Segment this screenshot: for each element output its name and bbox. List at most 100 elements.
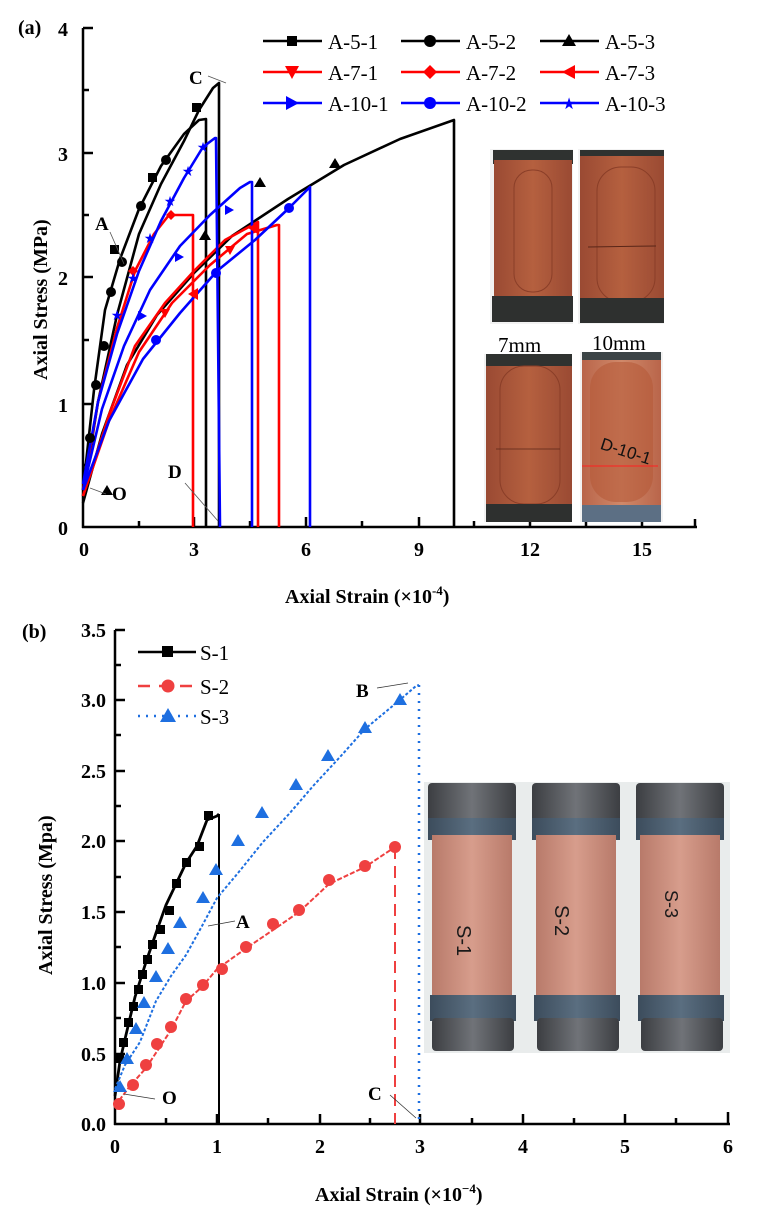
panel-b-ylabel: Axial Stress (Mpa) (35, 815, 57, 975)
panel-a-ylabel: Axial Stress (MPa) (30, 219, 52, 380)
svg-text:A-10-3: A-10-3 (605, 92, 666, 116)
svg-text:12: 12 (520, 539, 540, 561)
svg-text:★: ★ (182, 165, 195, 180)
svg-text:2: 2 (58, 268, 68, 290)
panel-b-photo: S-1 S-2 S-3 (424, 782, 730, 1053)
svg-text:0: 0 (79, 539, 89, 561)
svg-text:0.0: 0.0 (81, 1114, 106, 1136)
annot-a-D: D (168, 462, 182, 483)
legend-item-a-10-3: ★ A-10-3 (540, 92, 666, 116)
svg-text:6: 6 (301, 539, 311, 561)
panel-a-annotations: A C O D (89, 68, 227, 522)
panel-b-xlabel: Axial Strain (×10−4) (315, 1181, 483, 1206)
panel-b-legend: S-1 S-2 S-3 (138, 641, 229, 729)
specimen-mark-s-3: S-3 (661, 890, 681, 918)
svg-text:15: 15 (632, 539, 652, 561)
legend-item-a-7-3: A-7-3 (540, 61, 655, 85)
panel-a-photos: 3mm 5mm 7mm 10mm (484, 144, 664, 522)
legend-item-s-2: S-2 (138, 675, 229, 699)
specimen-mark-s-2: S-2 (550, 905, 572, 936)
annot-b-C: C (368, 1084, 382, 1105)
svg-text:A-10-1: A-10-1 (328, 92, 389, 116)
svg-text:0: 0 (58, 518, 68, 540)
panel-a-yticks: 4 3 2 1 0 (58, 19, 68, 540)
svg-text:A-5-3: A-5-3 (605, 30, 655, 54)
panel-a-xlabel: Axial Strain (×10-4) (285, 583, 449, 608)
svg-text:S-3: S-3 (200, 705, 229, 729)
panel-a-xticks: 0 3 6 9 12 15 (79, 539, 652, 561)
svg-text:1.0: 1.0 (81, 973, 106, 995)
legend-item-s-1: S-1 (138, 641, 229, 665)
panel-a-label: (a) (18, 17, 41, 39)
svg-text:3: 3 (189, 539, 199, 561)
photo-label-7mm: 7mm (498, 333, 541, 357)
svg-text:2: 2 (315, 1136, 325, 1158)
svg-text:A-7-1: A-7-1 (328, 61, 378, 85)
annot-b-O: O (162, 1088, 177, 1109)
svg-text:1: 1 (212, 1136, 222, 1158)
svg-text:S-1: S-1 (200, 641, 229, 665)
specimen-photo-s-1: S-1 (428, 783, 516, 1051)
panel-b-yticks: 3.5 3.0 2.5 2.0 1.5 1.0 0.5 0.0 (81, 620, 106, 1136)
specimen-mark-s-1: S-1 (452, 925, 474, 956)
svg-text:2.0: 2.0 (81, 831, 106, 853)
svg-text:★: ★ (164, 195, 177, 210)
svg-text:9: 9 (414, 539, 424, 561)
svg-text:6: 6 (723, 1136, 733, 1158)
specimen-photo-3mm (490, 149, 573, 324)
svg-text:A-10-2: A-10-2 (466, 92, 527, 116)
svg-text:1: 1 (58, 395, 68, 417)
svg-text:★: ★ (127, 272, 140, 287)
specimen-photo-s-3: S-3 (636, 783, 724, 1051)
specimen-photo-10mm: D-10-1 (580, 352, 663, 522)
annot-a-C: C (189, 68, 203, 89)
svg-text:3.0: 3.0 (81, 690, 106, 712)
svg-text:★: ★ (144, 232, 157, 247)
svg-text:2.5: 2.5 (81, 761, 106, 783)
svg-text:5: 5 (620, 1136, 630, 1158)
panel-b-markers (113, 693, 407, 1110)
svg-text:4: 4 (518, 1136, 528, 1158)
panel-b-xticks: 0 1 2 3 4 5 6 (110, 1136, 733, 1158)
svg-text:★: ★ (111, 309, 124, 324)
specimen-photo-5mm (578, 149, 664, 324)
annot-b-A: A (236, 912, 250, 933)
legend-item-a-7-1: A-7-1 (263, 61, 378, 85)
svg-text:★: ★ (562, 96, 576, 113)
specimen-photo-7mm (484, 354, 572, 522)
panel-a-legend: A-5-1 A-5-2 A-5-3 A-7-1 A-7-2 (263, 30, 666, 116)
svg-text:A-7-3: A-7-3 (605, 61, 655, 85)
svg-text:S-2: S-2 (200, 675, 229, 699)
specimen-photo-s-2: S-2 (532, 783, 620, 1051)
panel-a: (a) (18, 17, 697, 608)
legend-item-a-5-1: A-5-1 (263, 30, 378, 54)
svg-text:4: 4 (58, 19, 68, 41)
annot-a-A: A (95, 214, 109, 235)
legend-item-a-7-2: A-7-2 (401, 61, 516, 85)
svg-text:3: 3 (58, 144, 68, 166)
panel-a-markers: ★ ★ ★ ★ ★ ★ (85, 103, 341, 495)
legend-item-a-5-3: A-5-3 (540, 30, 655, 54)
svg-text:A-5-2: A-5-2 (466, 30, 516, 54)
photo-label-10mm: 10mm (592, 331, 646, 355)
panel-b-annotations: A B O C (123, 681, 417, 1119)
legend-item-a-5-2: A-5-2 (401, 30, 516, 54)
panel-b-label: (b) (22, 621, 46, 643)
panel-b-curves (113, 684, 421, 1124)
svg-text:0.5: 0.5 (81, 1044, 106, 1066)
svg-text:A-5-1: A-5-1 (328, 30, 378, 54)
annot-b-B: B (356, 681, 369, 702)
annot-a-O: O (112, 484, 127, 505)
panel-b: (b) (22, 620, 733, 1206)
legend-item-a-10-2: A-10-2 (401, 92, 527, 116)
svg-text:3.5: 3.5 (81, 620, 106, 642)
legend-item-a-10-1: A-10-1 (263, 92, 389, 116)
legend-item-s-3: S-3 (138, 705, 229, 729)
panel-a-curves (81, 81, 456, 528)
svg-text:0: 0 (110, 1136, 120, 1158)
svg-text:1.5: 1.5 (81, 902, 106, 924)
svg-text:A-7-2: A-7-2 (466, 61, 516, 85)
svg-text:3: 3 (415, 1136, 425, 1158)
svg-text:★: ★ (197, 141, 210, 156)
